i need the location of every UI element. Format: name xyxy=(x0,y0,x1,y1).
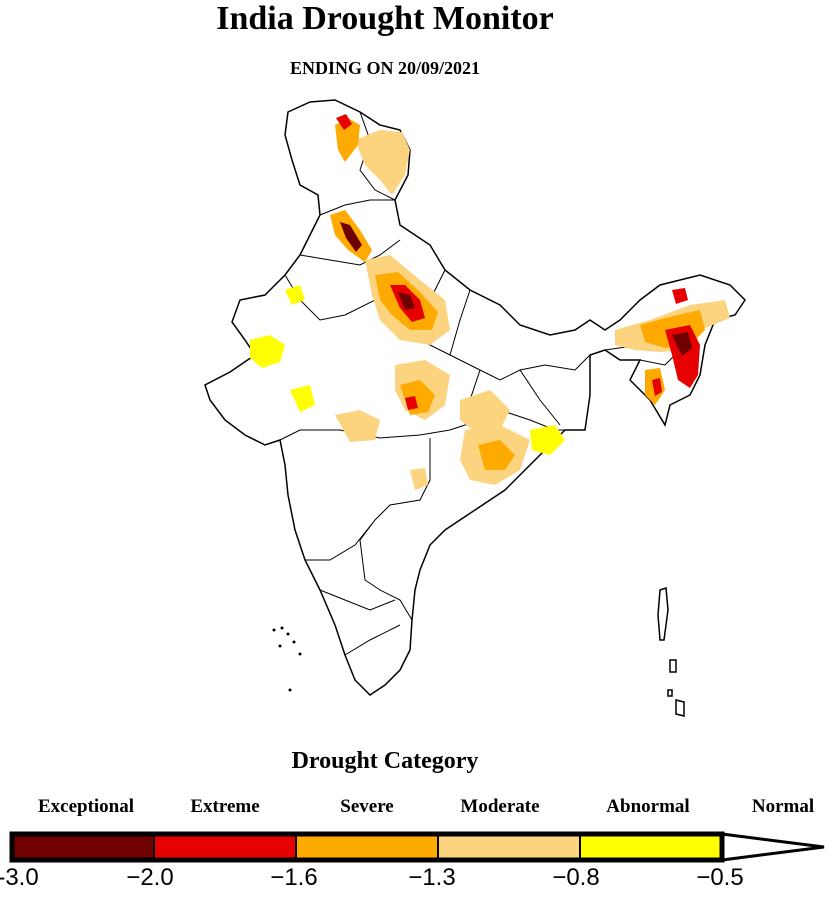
legend-label-severe: Severe xyxy=(340,796,394,817)
severe-patch-chhattisgarh xyxy=(478,440,515,470)
moderate-patch-maharashtra xyxy=(410,468,428,490)
legend-label-extreme: Extreme xyxy=(190,796,260,817)
abnormal-patch-odisha xyxy=(530,425,565,455)
legend-label-abnormal: Abnormal xyxy=(606,796,690,817)
abnormal-patch-gujarat xyxy=(250,335,285,368)
extreme-patch-manipur xyxy=(665,325,700,388)
legend-tick-4: −0.8 xyxy=(552,864,600,891)
severe-patch-kashmir xyxy=(335,118,360,162)
extreme-patch-kashmir xyxy=(336,114,352,130)
extreme-patch-tripura xyxy=(652,378,662,396)
extreme-patch-mp xyxy=(405,396,418,410)
map-subtitle: ENDING ON 20/09/2021 xyxy=(289,58,480,78)
legend-tick-0: -3.0 xyxy=(0,864,39,891)
legend-swatch-normal xyxy=(720,832,825,862)
moderate-patch-kashmir xyxy=(355,130,410,195)
moderate-patch-central xyxy=(335,410,380,442)
andaman-islands xyxy=(657,586,685,717)
drought-patches xyxy=(250,114,730,490)
legend-label-normal: Normal xyxy=(751,796,815,817)
abnormal-patch-rajasthan xyxy=(285,285,305,305)
legend-swatch-moderate xyxy=(437,833,581,861)
legend-swatch-exceptional xyxy=(11,833,155,861)
moderate-patch-mp-east xyxy=(460,390,510,432)
abnormal-patch-mp-west xyxy=(290,385,315,412)
legend-tick-5: −0.5 xyxy=(696,864,744,891)
legend-tick-2: −1.6 xyxy=(270,864,318,891)
legend-tick-3: −1.3 xyxy=(408,864,456,891)
legend-swatch-extreme xyxy=(153,833,297,861)
legend-label-moderate: Moderate xyxy=(460,796,540,817)
legend-label-exceptional: Exceptional xyxy=(37,796,135,817)
legend-title: Drought Category xyxy=(291,748,479,774)
lakshadweep-islands xyxy=(272,626,302,692)
legend-swatch-severe xyxy=(295,833,439,861)
map-title: India Drought Monitor xyxy=(216,0,554,37)
exceptional-patch-up xyxy=(398,292,415,310)
extreme-patch-arunachal xyxy=(672,288,688,304)
legend-colorbar xyxy=(9,831,825,863)
exceptional-patch-haryana xyxy=(340,222,362,252)
exceptional-patch-manipur xyxy=(672,332,692,356)
legend-tick-1: −2.0 xyxy=(126,864,174,891)
legend-swatch-abnormal xyxy=(579,833,723,861)
